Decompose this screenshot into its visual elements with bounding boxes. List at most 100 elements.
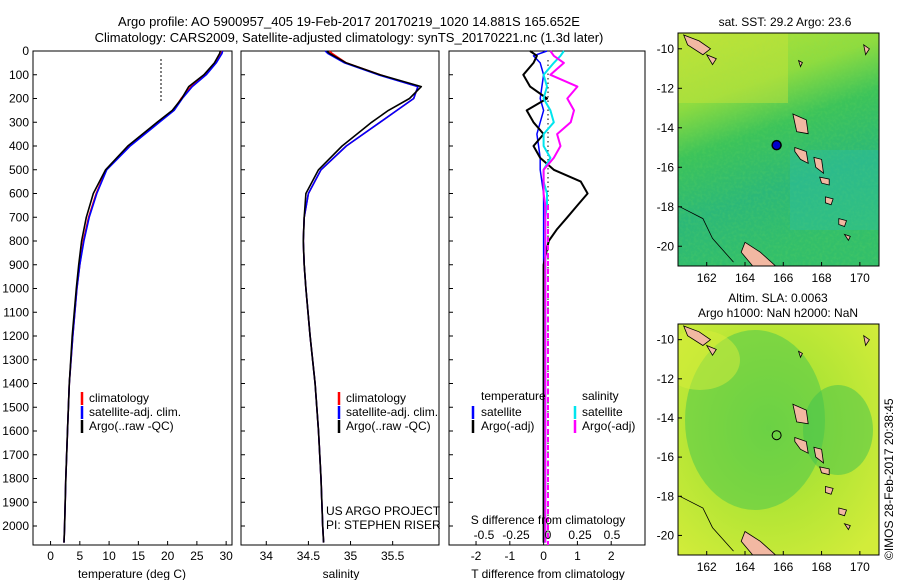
s-difference-ticks: -0.5 -0.25 0 0.25 0.5	[474, 528, 621, 542]
temperature-series	[63, 50, 224, 543]
legend-label-argo: Argo(..raw -QC)	[89, 419, 174, 433]
depth-tick-label: 1300	[2, 353, 29, 367]
difference-series	[522, 50, 589, 543]
x-tick-label: 35	[344, 549, 358, 563]
map-x-tick-label: 164	[735, 271, 755, 285]
island-shape	[794, 146, 809, 165]
salinity-legend: climatology satellite-adj. clim. Argo(..…	[337, 391, 438, 433]
depth-tick-label: 100	[9, 68, 29, 82]
map-y-tick-label: -16	[657, 450, 675, 464]
island-shape	[705, 53, 717, 66]
x-tick-label: -1	[504, 549, 515, 563]
difference-panel: -2 -1 0 1 2 temperature satellite Argo(-adj)…	[448, 50, 646, 580]
reef-outline	[679, 495, 734, 552]
header-line1: Argo profile: AO 5900957_405 19-Feb-2017…	[118, 14, 580, 29]
map-y-tick-label: -12	[657, 372, 675, 386]
island-shape	[792, 113, 809, 135]
legend-label-t-argo: Argo(-adj)	[481, 419, 534, 433]
depth-tick-label: 1200	[2, 329, 29, 343]
island-shape	[682, 34, 712, 56]
legend-label-satellite: satellite-adj. clim.	[89, 405, 181, 419]
map-y-tick-label: -14	[657, 411, 675, 425]
map-y-tick-label: -20	[657, 239, 675, 253]
depth-tick-label: 300	[9, 115, 29, 129]
pi-annotation: PI: STEPHEN RISER	[326, 518, 441, 532]
depth-tick-label: 1000	[2, 282, 29, 296]
sla-map-ticks: 162 164 166 168 170 -10 -12 -14 -16 -18 -20	[657, 333, 871, 574]
depth-tick-label: 900	[9, 258, 29, 272]
map-y-tick-label: -16	[657, 160, 675, 174]
series-line-t-argo-adj-	[522, 50, 589, 543]
depth-tick-label: 800	[9, 234, 29, 248]
series-line-argo-raw-qc-	[302, 50, 423, 543]
depth-tick-label: 1400	[2, 377, 29, 391]
t-difference-label: T difference from climatology	[471, 567, 625, 580]
map-y-tick-label: -10	[657, 42, 675, 56]
sst-map-title: sat. SST: 29.2 Argo: 23.6	[719, 15, 852, 29]
depth-tick-label: 2000	[2, 519, 29, 533]
x-tick-label: 0	[47, 549, 54, 563]
island-shape	[843, 522, 851, 531]
x-tick-label: 35.5	[381, 549, 405, 563]
salinity-series	[302, 50, 423, 543]
x-tick-label: 25	[190, 549, 204, 563]
sla-map: Altim. SLA: 0.0063 Argo h1000: NaN h2000…	[657, 291, 880, 574]
island-shape	[863, 43, 870, 56]
depth-tick-label: 1900	[2, 495, 29, 509]
map-x-tick-label: 162	[697, 560, 717, 574]
sst-map-ticks: 162 164 166 168 170 -10 -12 -14 -16 -18 -20	[657, 42, 871, 285]
island-shape	[797, 350, 803, 359]
island-shape	[819, 176, 830, 186]
legend-label-climatology: climatology	[346, 391, 406, 405]
temperature-axes-frame	[32, 50, 233, 546]
map-x-tick-label: 164	[735, 560, 755, 574]
salinity-xlabel: salinity	[323, 567, 360, 580]
map-x-tick-label: 166	[773, 560, 793, 574]
x-tick-label: 2	[608, 549, 615, 563]
island-shape	[682, 325, 712, 346]
depth-tick-label: 600	[9, 187, 29, 201]
legend-title-salinity: salinity	[582, 389, 619, 403]
island-shape	[794, 436, 809, 454]
salinity-panel: 34 34.5 35 35.5 salinity climatology satell…	[240, 50, 441, 580]
map-y-tick-label: -18	[657, 489, 675, 503]
island-shape	[705, 344, 717, 357]
x-tick-label: 34.5	[297, 549, 321, 563]
difference-x-axis: -2 -1 0 1 2	[471, 541, 615, 563]
x-tick-label: 1	[574, 549, 581, 563]
sla-map-title2: Argo h1000: NaN h2000: NaN	[698, 306, 858, 320]
island-shape	[813, 156, 825, 175]
map-x-tick-label: 166	[773, 271, 793, 285]
x-tick-label: -2	[471, 549, 482, 563]
project-annotation: US ARGO PROJECT	[326, 504, 441, 518]
depth-tick-label: 1500	[2, 400, 29, 414]
legend-label-climatology: climatology	[89, 391, 149, 405]
legend-title-temperature: temperature	[481, 389, 546, 403]
island-shape	[813, 446, 825, 464]
argo-float-marker	[771, 430, 782, 441]
x-tick-label: 10	[102, 549, 116, 563]
vanuatu-islands	[679, 325, 870, 555]
map-x-tick-label: 170	[850, 560, 870, 574]
sla-low-patch	[803, 385, 873, 475]
island-shape	[843, 233, 851, 242]
map-x-tick-label: 168	[812, 560, 832, 574]
s-difference-label: S difference from climatology	[471, 513, 626, 527]
legend-label-t-satellite: satellite	[481, 405, 522, 419]
legend-label-s-satellite: satellite	[582, 405, 623, 419]
map-x-tick-label: 170	[850, 271, 870, 285]
salinity-axes-frame	[240, 50, 440, 546]
map-y-tick-label: -10	[657, 333, 675, 347]
s-tick-label: 0.5	[604, 528, 621, 542]
header-line2: Climatology: CARS2009, Satellite-adjuste…	[95, 30, 604, 45]
legend-label-s-argo: Argo(-adj)	[582, 419, 635, 433]
x-tick-label: 0	[540, 549, 547, 563]
series-line-argo-raw-qc-	[63, 50, 222, 543]
depth-tick-label: 200	[9, 92, 29, 106]
depth-tick-label: 1100	[3, 305, 29, 319]
island-shape	[863, 334, 870, 347]
island-shape	[797, 59, 803, 68]
island-shape	[825, 196, 834, 206]
argo-float-marker	[771, 139, 782, 151]
